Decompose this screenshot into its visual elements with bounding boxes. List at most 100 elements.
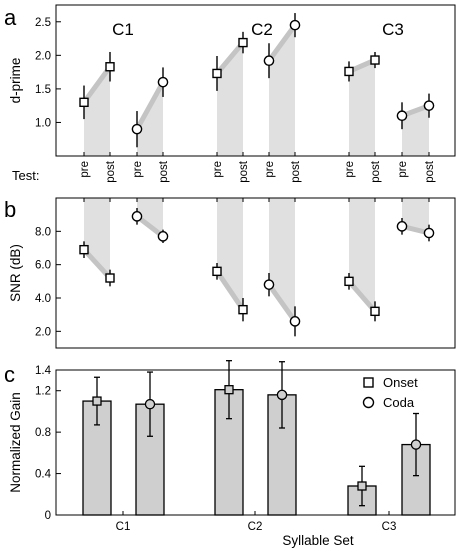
data-point-square <box>344 66 354 77</box>
y-tick-label: 8.0 <box>35 226 51 238</box>
y-tick-label: 1.2 <box>35 386 51 398</box>
y-tick-label: 2.0 <box>35 326 51 338</box>
panel-a: 1.0 1.5 2.0 2.5 pre post pre post pre post pre post… <box>8 4 456 183</box>
shade-region <box>137 82 163 156</box>
y-tick-label: 2.5 <box>35 17 51 29</box>
legend-coda-label: Coda <box>383 395 415 410</box>
test-post-label: post <box>290 160 302 183</box>
data-point-circle <box>157 231 169 242</box>
data-point-circle <box>423 227 435 239</box>
bar-marker-square <box>224 385 234 395</box>
plot-frame <box>55 4 456 157</box>
data-point-square <box>79 244 89 255</box>
series-line <box>81 64 113 105</box>
y-tick-label: 1.5 <box>35 84 51 96</box>
bar-marker-square <box>357 481 367 491</box>
panel-b: 2.0 4.0 6.0 8.0 SNR (dB) <box>8 197 456 349</box>
panel-letter-b: b <box>4 197 16 222</box>
plot-frame <box>55 197 456 349</box>
group-label-c1: C1 <box>112 20 134 39</box>
series-line <box>134 213 166 239</box>
test-label: Test: <box>12 168 39 183</box>
y-axis-label: Normalized Gain <box>8 392 23 493</box>
data-point-circle <box>396 221 408 232</box>
data-point-square <box>212 266 222 277</box>
data-point-circle <box>131 123 143 135</box>
data-point-square <box>370 306 380 317</box>
shade-region <box>349 198 375 312</box>
y-tick-label: 0.8 <box>35 427 51 439</box>
test-pre-label: pre <box>397 161 409 178</box>
data-point-square <box>212 68 222 79</box>
y-tick-label: 6.0 <box>35 260 51 272</box>
data-point-circle <box>263 55 275 67</box>
series-line <box>346 278 378 314</box>
data-point-square <box>238 37 248 48</box>
series-line <box>266 282 298 324</box>
data-point-circle <box>131 211 143 222</box>
test-post-label: post <box>238 160 250 183</box>
y-tick-label: 0.4 <box>35 469 52 481</box>
legend-onset-label: Onset <box>383 375 418 390</box>
y-tick-label: 2.0 <box>35 50 51 62</box>
series-line <box>134 79 166 132</box>
test-pre-label: pre <box>264 161 276 178</box>
test-post-label: post <box>370 160 382 183</box>
data-point-square <box>370 55 380 65</box>
bar-marker-square <box>92 396 102 406</box>
data-point-square <box>79 97 89 108</box>
test-pre-label: pre <box>344 161 356 178</box>
bar-marker-circle <box>144 398 156 410</box>
panel-letter-c: c <box>4 362 15 387</box>
data-point-circle <box>423 100 435 111</box>
bar-marker-circle <box>410 439 422 450</box>
test-pre-label: pre <box>132 161 144 178</box>
y-tick-label: 0 <box>45 510 51 522</box>
shade-region <box>217 198 243 310</box>
shade-region <box>402 198 429 233</box>
x-tick-label: C1 <box>116 521 131 533</box>
data-point-square <box>105 273 115 283</box>
shade-region <box>137 198 163 237</box>
series-line <box>214 268 246 313</box>
y-axis-label: SNR (dB) <box>8 244 23 302</box>
test-pre-label: pre <box>212 161 224 178</box>
data-point-circle <box>289 316 301 327</box>
x-tick-label: C3 <box>382 521 397 533</box>
test-pre-label: pre <box>79 161 91 178</box>
shade-region <box>269 25 295 157</box>
x-axis-label: Syllable Set <box>282 533 354 548</box>
bar-marker-circle <box>276 389 288 401</box>
y-axis-label: d-prime <box>8 58 23 104</box>
shade-region <box>402 105 429 156</box>
data-point-square <box>344 276 354 287</box>
legend-onset-marker <box>363 377 374 388</box>
group-label-c2: C2 <box>251 20 273 39</box>
y-tick-label: 1.0 <box>35 117 51 129</box>
shade-region <box>84 198 110 278</box>
y-tick-label: 4.0 <box>35 293 51 305</box>
data-point-circle <box>157 76 169 88</box>
test-post-label: post <box>158 160 170 183</box>
plot-frame <box>55 369 456 516</box>
test-post-label: post <box>424 160 436 183</box>
series-line <box>214 40 246 76</box>
series-line <box>266 22 298 64</box>
panel-c: 0 0.4 0.8 1.2 1.4 C1 C2 C3 Onset Coda Normalized G… <box>8 360 456 548</box>
panel-letter-a: a <box>4 5 17 30</box>
shade-region <box>217 42 243 156</box>
legend-coda-marker <box>362 396 375 409</box>
shade-region <box>349 60 375 156</box>
y-tick-label: 1.4 <box>35 365 52 377</box>
x-tick-label: C2 <box>248 521 263 533</box>
group-label-c3: C3 <box>382 20 404 39</box>
data-point-circle <box>396 110 408 122</box>
test-post-label: post <box>105 160 117 183</box>
series-line <box>81 247 113 281</box>
data-point-square <box>105 62 115 72</box>
data-point-circle <box>263 279 275 290</box>
shade-region <box>84 66 110 156</box>
data-point-circle <box>289 19 301 31</box>
data-point-square <box>238 304 248 315</box>
